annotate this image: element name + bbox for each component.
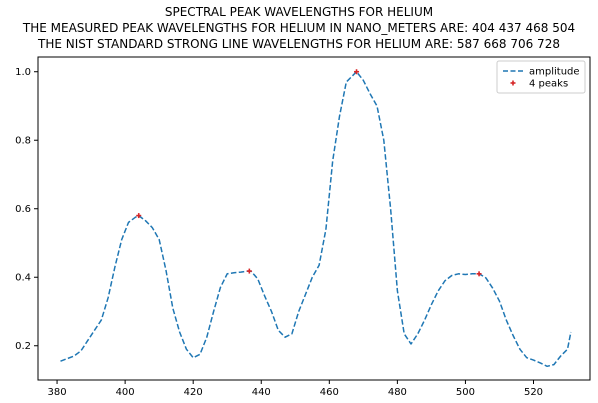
chart-title-line-3: THE NIST STANDARD STRONG LINE WAVELENGTH… (38, 37, 560, 51)
x-tick-label: 380 (48, 387, 67, 398)
y-tick-label: 0.8 (15, 136, 31, 147)
legend-peaks-swatch (510, 80, 516, 86)
y-tick-label: 0.6 (15, 204, 31, 215)
peak-marker (476, 271, 482, 277)
x-tick-label: 520 (524, 387, 543, 398)
y-tick-label: 0.2 (15, 341, 31, 352)
x-tick-label: 480 (388, 387, 407, 398)
amplitude-series-line (60, 70, 572, 368)
legend-peaks-label: 4 peaks (529, 79, 568, 90)
legend-box (496, 60, 586, 94)
x-tick-label: 420 (184, 387, 203, 398)
chart-title-line-2: THE MEASURED PEAK WAVELENGTHS FOR HELIUM… (22, 21, 576, 35)
x-tick-label: 400 (116, 387, 135, 398)
peak-marker (136, 213, 142, 219)
x-tick-label: 440 (252, 387, 271, 398)
x-tick-label: 460 (320, 387, 339, 398)
y-tick-label: 0.4 (15, 273, 31, 284)
peak-marker (354, 69, 360, 75)
peak-marker (246, 268, 252, 274)
x-tick-label: 500 (456, 387, 475, 398)
legend-amplitude-label: amplitude (529, 67, 580, 78)
plot-area: 380 400 420 440 460 480 500 520 0.2 0.4 0.6 0.8 1.0 (15, 56, 591, 398)
y-tick-label: 1.0 (15, 67, 31, 78)
axes-frame (37, 56, 591, 381)
chart-title-line-1: SPECTRAL PEAK WAVELENGTHS FOR HELIUM (164, 5, 434, 19)
